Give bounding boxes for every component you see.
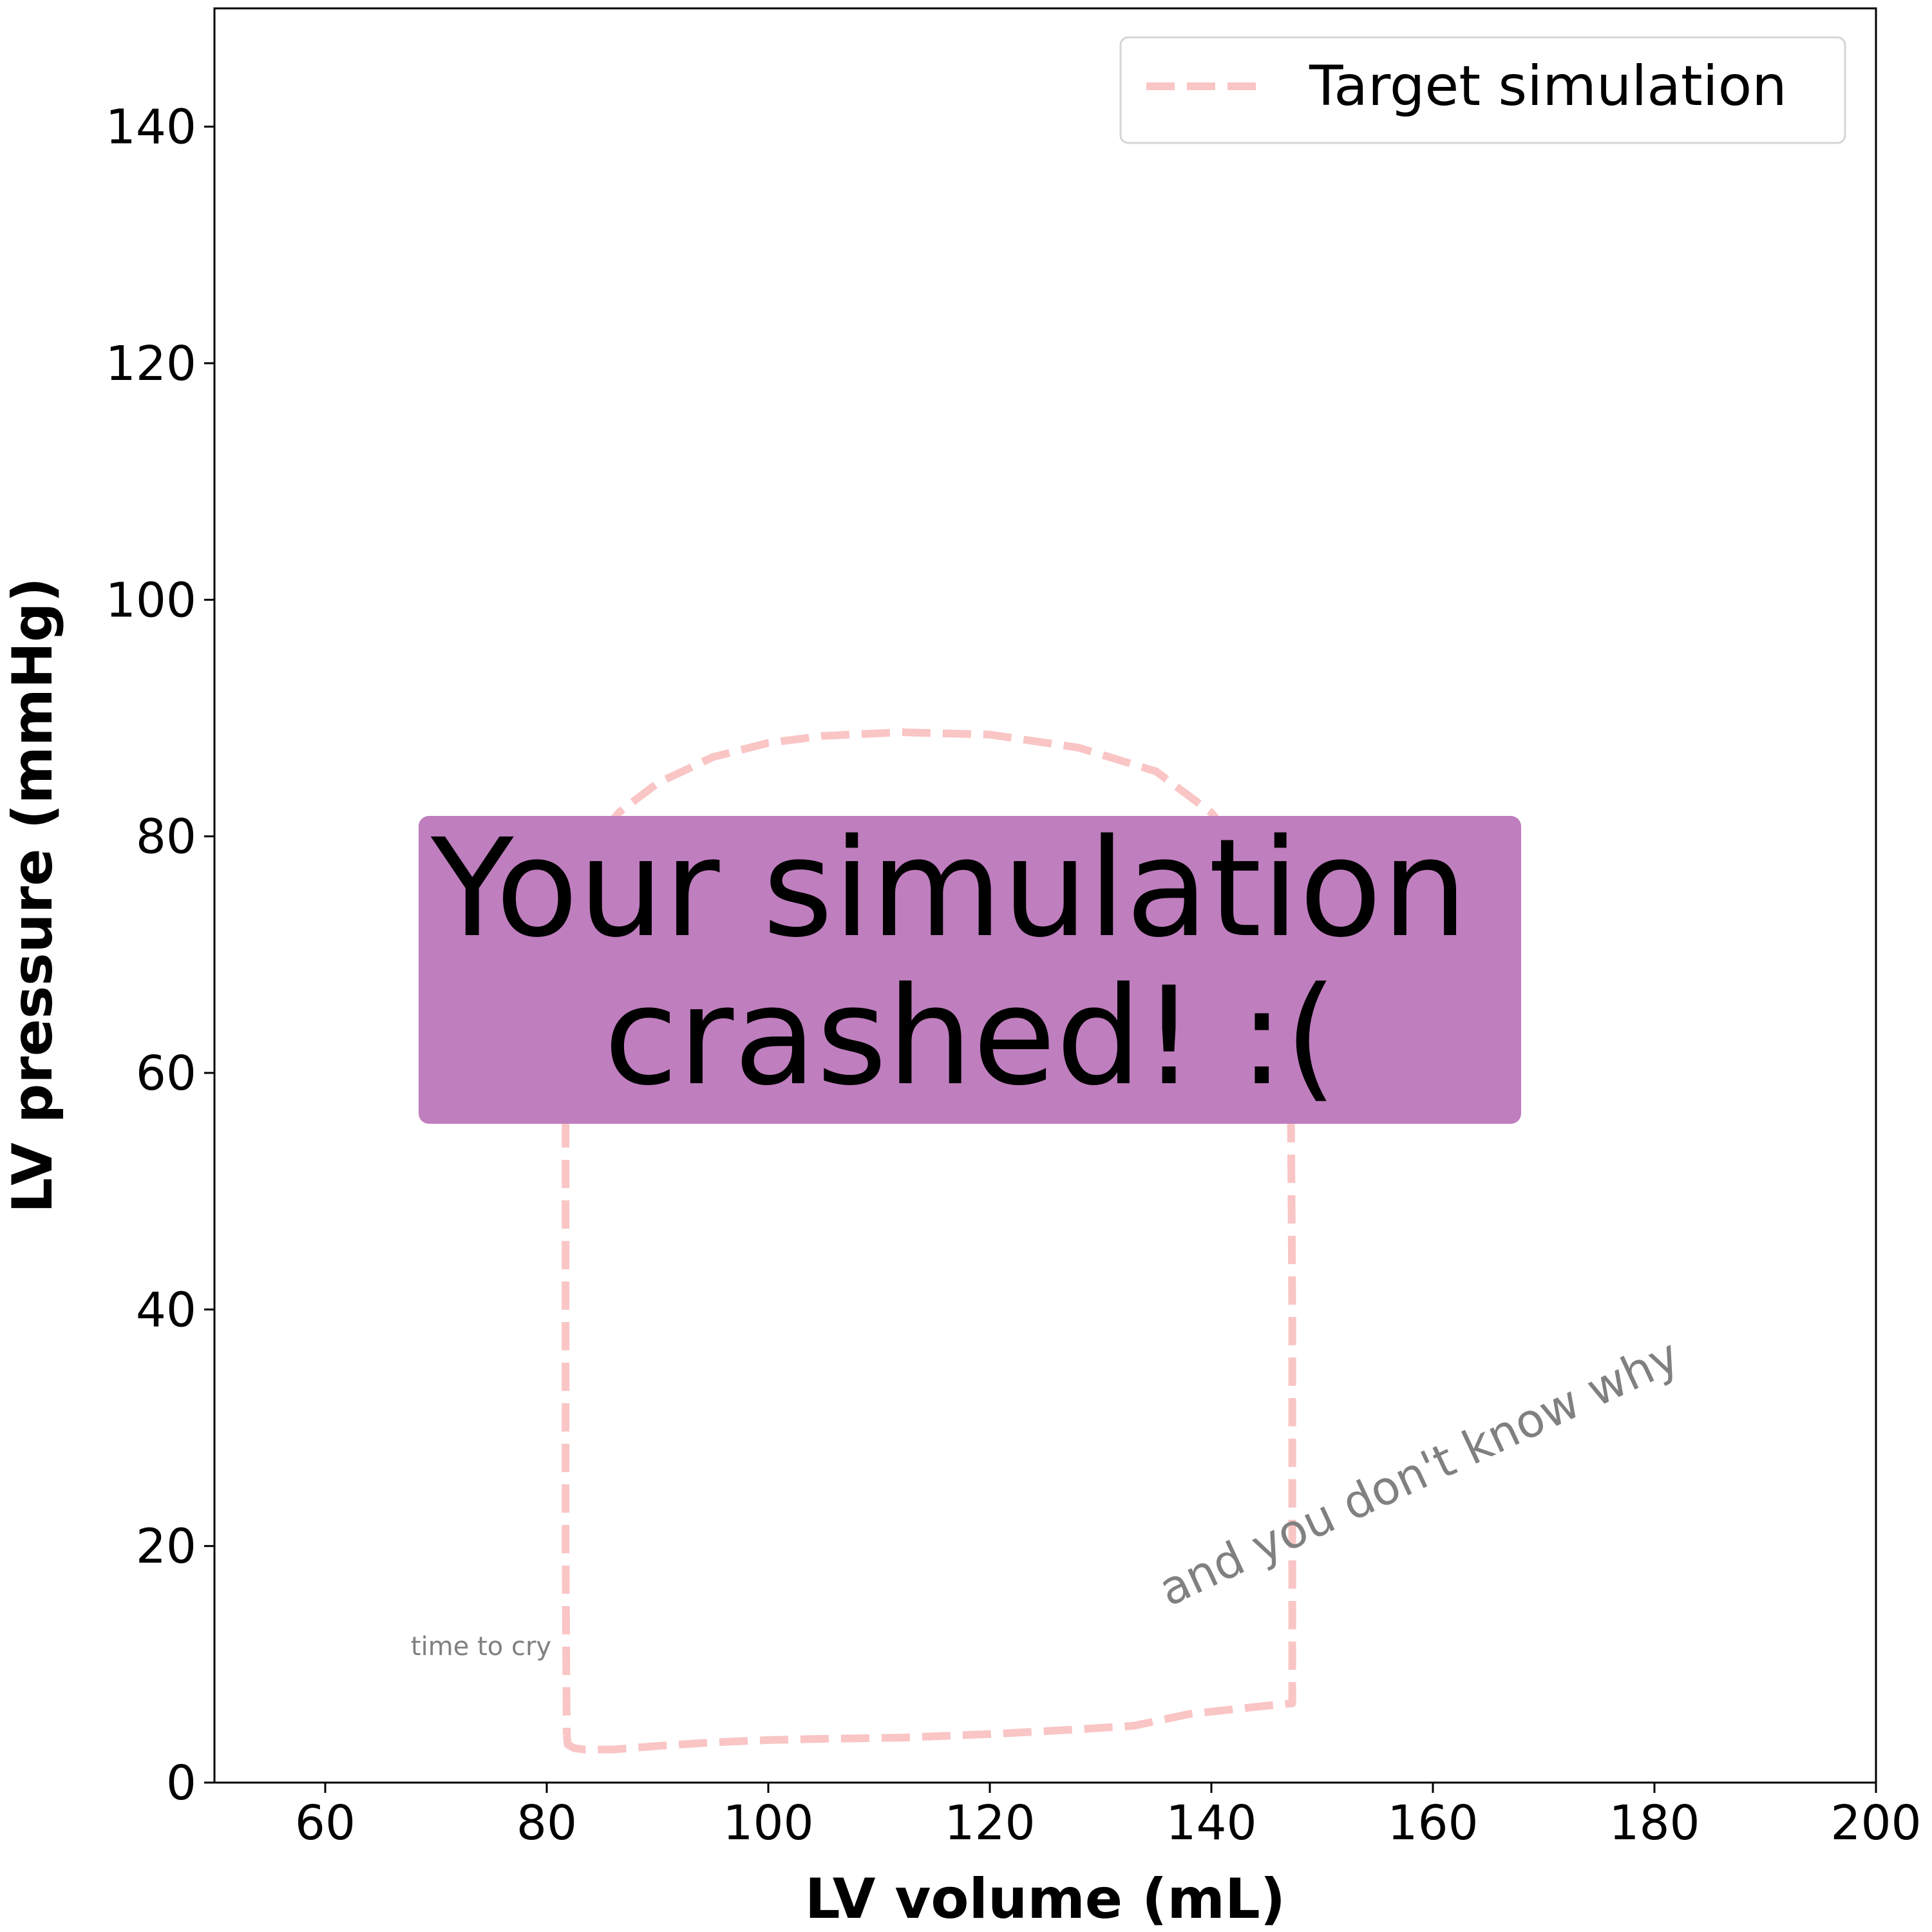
y-axis-label: LV pressure (mmHg) — [1, 577, 65, 1213]
note-dont-know-why: and you don't know why — [1151, 1328, 1687, 1616]
note-time-to-cry: time to cry — [411, 1632, 551, 1662]
x-tick-label: 60 — [295, 1795, 355, 1851]
x-tick-label: 80 — [516, 1795, 577, 1851]
crash-banner-line-1: Your simulation — [430, 810, 1468, 967]
x-tick-label: 140 — [1166, 1795, 1256, 1851]
x-tick-label: 120 — [944, 1795, 1035, 1851]
crash-banner: Your simulation crashed! :( — [419, 810, 1521, 1124]
y-tick-label: 100 — [106, 573, 196, 628]
y-tick-label: 120 — [106, 336, 196, 392]
x-tick-label: 100 — [723, 1795, 813, 1851]
y-axis-ticks: 0 20 40 60 80 100 120 140 — [106, 100, 214, 1811]
x-axis-ticks: 60 80 100 120 140 160 180 200 — [295, 1783, 1922, 1851]
x-tick-label: 200 — [1830, 1795, 1921, 1851]
y-tick-label: 60 — [136, 1046, 196, 1101]
y-tick-label: 40 — [136, 1282, 196, 1338]
y-tick-label: 140 — [106, 100, 196, 155]
legend-box — [1119, 36, 1846, 144]
y-tick-label: 20 — [136, 1519, 196, 1575]
crash-banner-line-2: crashed! :( — [603, 958, 1337, 1115]
x-axis-label: LV volume (mL) — [805, 1867, 1285, 1931]
y-tick-label: 0 — [166, 1756, 196, 1811]
crash-banner-box — [419, 816, 1521, 1124]
legend-label-target-simulation: Target simulation — [1309, 54, 1787, 118]
x-tick-label: 180 — [1609, 1795, 1700, 1851]
y-tick-label: 80 — [136, 810, 196, 865]
plot-area-frame — [213, 7, 1877, 1784]
legend: Target simulation — [1119, 36, 1846, 144]
x-tick-label: 160 — [1387, 1795, 1478, 1851]
